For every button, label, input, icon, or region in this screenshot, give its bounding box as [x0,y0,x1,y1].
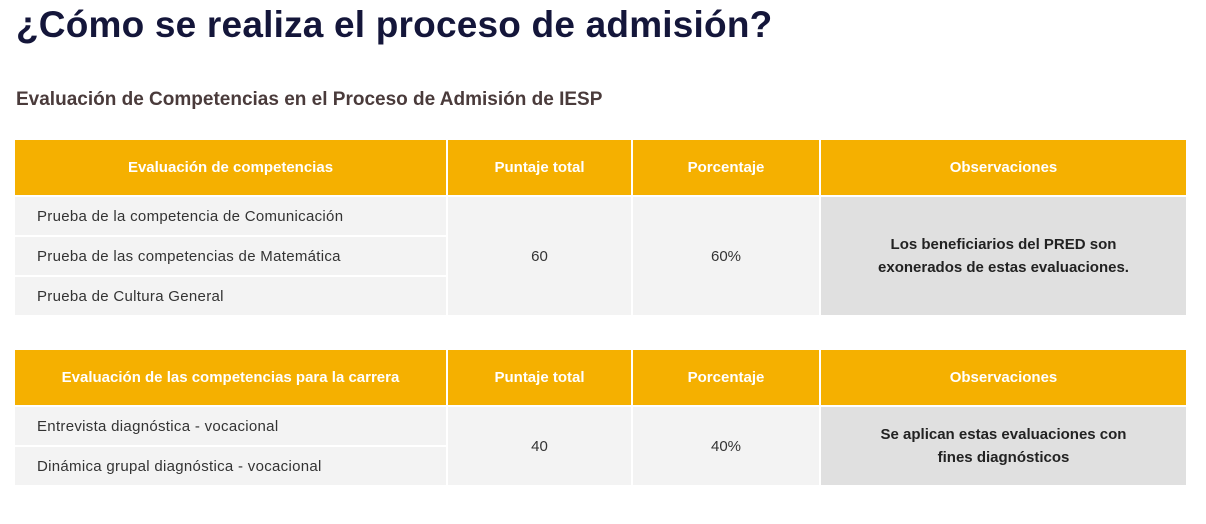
evaluation-items: Prueba de la competencia de Comunicación… [15,197,446,315]
observation-cell: Los beneficiarios del PRED son exonerado… [821,197,1186,315]
percentage-cell: 60% [633,197,819,315]
observation-text: Los beneficiarios del PRED son exonerado… [878,236,1129,276]
career-competencies-table: Evaluación de las competencias para la c… [15,350,1186,485]
header-percentage: Porcentaje [633,140,819,195]
header-evaluation: Evaluación de las competencias para la c… [15,350,446,405]
header-evaluation: Evaluación de competencias [15,140,446,195]
evaluation-items: Entrevista diagnóstica - vocacional Diná… [15,407,446,485]
percentage-cell: 40% [633,407,819,485]
total-score-cell: 40 [448,407,631,485]
page-title: ¿Cómo se realiza el proceso de admisión? [16,4,773,45]
list-item: Prueba de Cultura General [15,277,446,315]
header-percentage: Porcentaje [633,350,819,405]
competencies-table: Evaluación de competencias Puntaje total… [15,140,1186,315]
header-total-score: Puntaje total [448,350,631,405]
section-subtitle: Evaluación de Competencias en el Proceso… [16,89,603,110]
total-score-cell: 60 [448,197,631,315]
list-item: Prueba de la competencia de Comunicación [15,197,446,235]
observation-text: Se aplican estas evaluaciones con fines … [880,426,1127,466]
list-item: Prueba de las competencias de Matemática [15,237,446,275]
list-item: Entrevista diagnóstica - vocacional [15,407,446,445]
header-observations: Observaciones [821,140,1186,195]
header-total-score: Puntaje total [448,140,631,195]
header-observations: Observaciones [821,350,1186,405]
list-item: Dinámica grupal diagnóstica - vocacional [15,447,446,485]
observation-cell: Se aplican estas evaluaciones con fines … [821,407,1186,485]
